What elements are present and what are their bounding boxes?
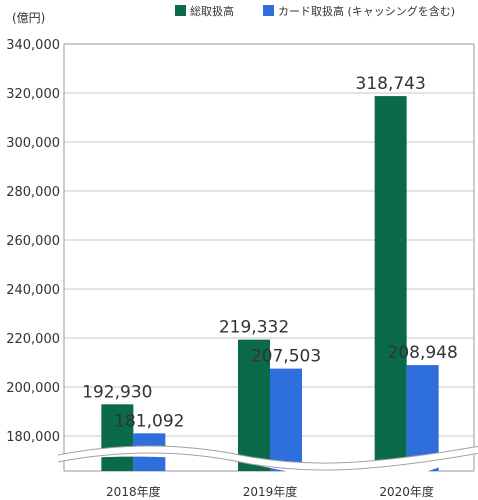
bar (238, 339, 270, 471)
bar (270, 368, 302, 471)
bars (101, 96, 439, 471)
legend-label: 総取扱高 (190, 4, 234, 18)
x-tick-label: 2019年度 (243, 484, 298, 499)
x-tick-label: 2020年度 (379, 484, 434, 499)
axis-break (57, 445, 478, 474)
y-tick-label: 220,000 (6, 332, 60, 347)
legend-label: カード取扱高 (キャッシングを含む) (278, 4, 455, 18)
y-tick-label: 320,000 (6, 87, 60, 102)
y-tick-label: 180,000 (6, 430, 60, 445)
axis-break-line (57, 452, 478, 471)
labels: 180,000 200,000 220,000 240,000 260,000 280,0… (6, 38, 458, 499)
bar (101, 404, 134, 471)
data-label: 192,930 (82, 382, 152, 402)
legend-swatch (175, 5, 186, 16)
y-tick-label: 300,000 (6, 136, 60, 151)
y-tick-label: 340,000 (6, 38, 60, 53)
data-label: 208,948 (388, 343, 458, 363)
y-tick-label: 260,000 (6, 234, 60, 249)
y-tick-label: 240,000 (6, 283, 60, 298)
x-tick-label: 2018年度 (106, 484, 161, 499)
data-label: 207,503 (251, 347, 321, 367)
axis-break-line (57, 445, 478, 464)
y-tick-label: 280,000 (6, 185, 60, 200)
data-label: 318,743 (356, 74, 426, 94)
y-axis-unit-label: (億円) (12, 11, 45, 25)
data-label: 181,092 (114, 411, 184, 431)
y-tick-label: 200,000 (6, 381, 60, 396)
bar (374, 96, 407, 471)
data-label: 219,332 (219, 318, 289, 338)
legend-swatch (263, 5, 274, 16)
legend: 総取扱高 カード取扱高 (キャッシングを含む) (175, 4, 455, 18)
